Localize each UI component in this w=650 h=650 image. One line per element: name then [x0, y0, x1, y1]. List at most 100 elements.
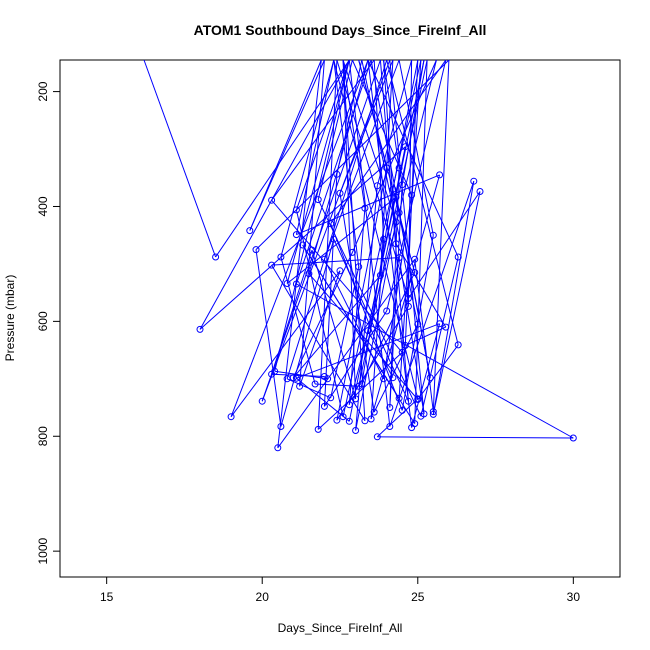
data-point: [367, 415, 375, 423]
series-segment: [295, 59, 335, 235]
data-point: [436, 320, 444, 328]
series-segment: [315, 383, 359, 387]
data-point: [386, 423, 394, 430]
data-point: [395, 394, 403, 402]
series-segment: [373, 323, 419, 413]
data-point: [246, 227, 254, 235]
data-point: [352, 427, 360, 434]
series-segment: [398, 59, 437, 213]
plot-frame: [59, 59, 621, 578]
data-point: [212, 253, 220, 261]
series-segment: [389, 184, 403, 408]
series-segment: [395, 197, 431, 378]
series-segment: [377, 436, 574, 439]
data-point: [476, 188, 484, 195]
data-point: [401, 342, 409, 349]
data-point: [336, 267, 344, 275]
x-tick-label: 20: [256, 590, 270, 604]
series-segment: [336, 59, 363, 175]
series-segment: [342, 59, 366, 209]
data-point: [258, 397, 266, 405]
series-segment: [383, 59, 397, 244]
series-segment: [348, 208, 366, 405]
series-segment: [274, 59, 350, 372]
series-segment: [367, 59, 425, 331]
data-point: [392, 193, 400, 201]
series-segment: [367, 330, 394, 378]
data-point: [411, 420, 419, 428]
series-segment: [271, 264, 366, 422]
x-tick-label: 25: [411, 590, 425, 604]
series-segment: [299, 59, 325, 387]
series-segment: [401, 59, 425, 185]
data-point: [373, 182, 381, 190]
data-point: [373, 433, 381, 441]
series-segment: [342, 59, 397, 223]
series-segment: [280, 239, 335, 427]
data-point: [196, 325, 204, 333]
data-point: [271, 367, 279, 375]
data-point: [392, 240, 400, 248]
data-point: [339, 413, 347, 421]
data-point: [277, 253, 285, 261]
data-point: [398, 181, 406, 189]
data-point: [389, 185, 397, 193]
series-segment: [386, 59, 447, 312]
data-point: [268, 196, 276, 204]
data-point: [361, 204, 369, 212]
data-point: [414, 320, 422, 328]
series-segment: [249, 59, 322, 231]
data-point: [454, 341, 462, 349]
series-segment: [286, 59, 350, 284]
y-tick-label: 1000: [36, 537, 50, 564]
x-tick-label: 30: [567, 590, 581, 604]
series-segment: [323, 174, 338, 407]
data-point: [358, 380, 366, 388]
series-segment: [295, 209, 344, 417]
series-segment: [323, 310, 388, 407]
x-tick-label: 15: [100, 590, 114, 604]
series-segment: [336, 167, 388, 421]
data-point: [355, 263, 363, 271]
data-point: [395, 254, 403, 262]
data-point: [414, 396, 422, 403]
data-point: [436, 171, 444, 179]
series-segment: [333, 59, 360, 267]
series-segment: [376, 59, 413, 186]
data-point: [429, 410, 437, 418]
data-point: [364, 327, 372, 335]
data-point: [289, 374, 297, 382]
series-segment: [395, 243, 447, 328]
data-point: [336, 189, 344, 197]
data-point: [454, 253, 462, 261]
data-point: [274, 444, 282, 452]
series-segment: [432, 181, 475, 415]
series-segment: [417, 344, 459, 400]
data-point: [398, 406, 406, 414]
data-point: [348, 248, 356, 256]
data-point: [345, 401, 353, 409]
series-segment: [286, 59, 388, 379]
data-point: [268, 261, 276, 269]
y-tick-label: 200: [36, 81, 50, 101]
data-point: [292, 231, 300, 239]
series-segment: [295, 59, 372, 285]
series-segment: [286, 378, 331, 399]
series-segment: [292, 275, 381, 379]
chart-title: ATOM1 Southbound Days_Since_FireInf_All: [194, 22, 487, 38]
data-point: [442, 323, 450, 331]
series-segment: [389, 167, 400, 408]
data-point: [320, 402, 328, 410]
y-axis: 200 400 600 800 1000: [36, 81, 61, 565]
series-segment: [339, 59, 394, 194]
y-tick-label: 600: [36, 311, 50, 331]
data-point: [333, 170, 341, 178]
data-point: [411, 255, 419, 263]
series-segment: [296, 283, 574, 439]
series-segment: [407, 191, 481, 299]
data-point: [324, 375, 332, 383]
data-point: [383, 164, 391, 172]
series-segment: [348, 59, 391, 427]
series-segment: [230, 270, 341, 417]
series-segment: [420, 256, 459, 417]
